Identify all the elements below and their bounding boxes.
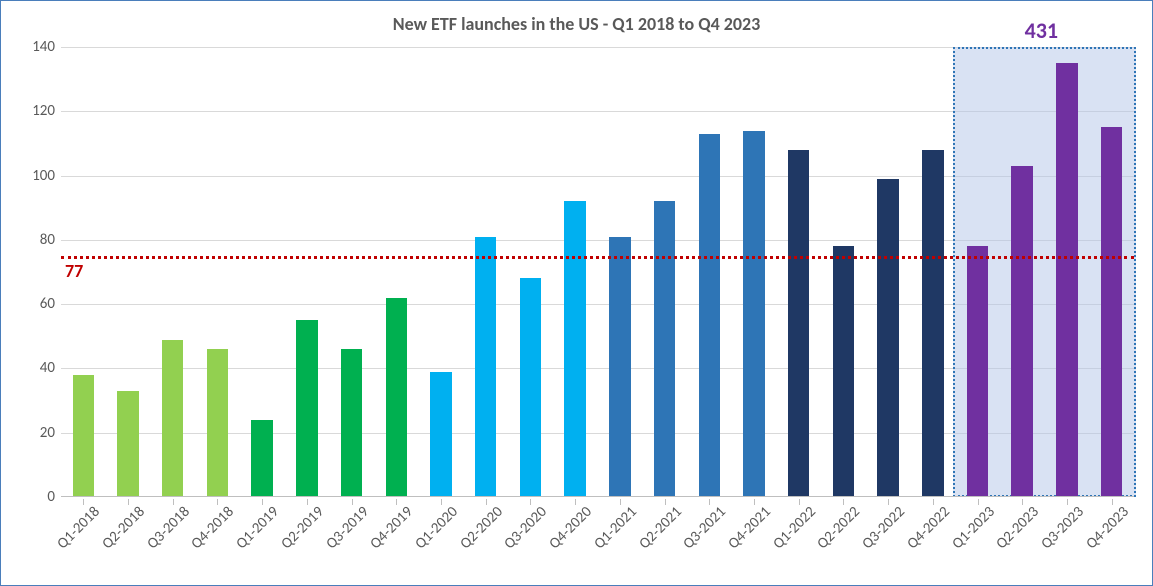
x-tick: [262, 499, 263, 505]
x-tick: [530, 499, 531, 505]
x-tick: [441, 499, 442, 505]
bar: [967, 246, 988, 497]
y-tick-label: 140: [32, 38, 55, 56]
x-tick: [1067, 499, 1068, 505]
x-tick: [843, 499, 844, 505]
bar: [73, 375, 94, 497]
x-tick: [978, 499, 979, 505]
bar: [1101, 127, 1122, 497]
chart-frame: New ETF launches in the US - Q1 2018 to …: [0, 0, 1153, 586]
bar: [609, 237, 630, 497]
reference-line: [61, 256, 1134, 259]
x-tick: [1022, 499, 1023, 505]
x-tick: [128, 499, 129, 505]
bar: [117, 391, 138, 497]
y-tick-label: 0: [47, 488, 55, 506]
bar: [207, 349, 228, 497]
x-tick: [575, 499, 576, 505]
bar: [922, 150, 943, 497]
bar: [1011, 166, 1032, 497]
y-tick-label: 40: [40, 359, 55, 377]
x-tick: [799, 499, 800, 505]
plot-area: 43177: [61, 47, 1134, 497]
bar: [743, 131, 764, 497]
reference-line-label: 77: [65, 260, 83, 282]
chart-title: New ETF launches in the US - Q1 2018 to …: [19, 13, 1134, 35]
bar: [877, 179, 898, 497]
bar: [654, 201, 675, 497]
bar: [296, 320, 317, 497]
x-axis-labels: Q1-2018Q2-2018Q3-2018Q4-2018Q1-2019Q2-20…: [61, 497, 1134, 585]
x-tick: [396, 499, 397, 505]
bar: [1056, 63, 1077, 497]
bars-container: [61, 47, 1134, 497]
bar: [341, 349, 362, 497]
bar: [788, 150, 809, 497]
x-tick: [486, 499, 487, 505]
x-tick: [754, 499, 755, 505]
x-tick: [1112, 499, 1113, 505]
bar: [475, 237, 496, 497]
bar: [162, 340, 183, 498]
y-tick-label: 100: [32, 167, 55, 185]
bar: [833, 246, 854, 497]
x-tick: [173, 499, 174, 505]
x-tick: [709, 499, 710, 505]
y-tick-label: 60: [40, 295, 55, 313]
x-tick: [620, 499, 621, 505]
y-tick-label: 80: [40, 231, 55, 249]
x-tick: [307, 499, 308, 505]
highlight-label: 431: [1025, 17, 1058, 44]
x-tick: [665, 499, 666, 505]
x-tick: [217, 499, 218, 505]
y-tick-label: 120: [32, 102, 55, 120]
x-tick: [83, 499, 84, 505]
x-tick: [933, 499, 934, 505]
bar: [520, 278, 541, 497]
bar: [430, 372, 451, 497]
y-tick-label: 20: [40, 424, 55, 442]
x-tick: [352, 499, 353, 505]
bar: [699, 134, 720, 497]
bar: [564, 201, 585, 497]
x-tick: [888, 499, 889, 505]
y-axis: 020406080100120140: [19, 47, 61, 497]
bar: [386, 298, 407, 497]
bar: [251, 420, 272, 497]
